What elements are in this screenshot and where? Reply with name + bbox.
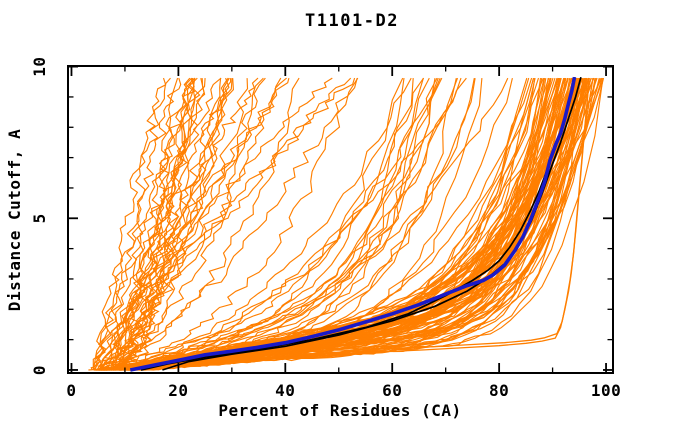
x-tick-label: 40 — [275, 381, 295, 400]
model-curve-steep-left-fan — [118, 77, 201, 371]
model-curve-steep-left-fan — [113, 78, 222, 371]
blue-model — [129, 76, 577, 372]
y-tick-label: 10 — [30, 56, 49, 76]
model-curve-steep-left-fan — [111, 77, 359, 371]
model-curve-steep-left-fan — [99, 77, 287, 371]
x-tick-label: 100 — [591, 381, 621, 400]
model-curve-steep-left-fan — [121, 78, 195, 371]
model-curve-steep-left-fan — [96, 77, 194, 371]
model-curve-steep-left-fan — [110, 77, 195, 371]
x-tick-label: 60 — [382, 381, 402, 400]
y-tick-label: 0 — [30, 365, 49, 375]
model-curve-steep-left-fan — [100, 77, 356, 371]
model-curve-steep-left-fan — [93, 77, 167, 371]
model-curve-mid-cluster — [118, 78, 414, 371]
axes-layer: 0 20 40 60 80 100 0 5 10 — [30, 56, 621, 400]
model-curve-main-bundle — [115, 77, 590, 371]
model-curve-main-bundle — [126, 77, 535, 371]
model-curve-steep-left-fan — [113, 77, 191, 371]
model-curve-main-bundle — [135, 77, 567, 371]
model-curves-layer — [88, 76, 605, 372]
outlier-model-2 — [344, 87, 590, 352]
x-tick-label: 20 — [168, 381, 188, 400]
model-curve-mid-cluster — [94, 77, 404, 371]
y-axis-label: Distance Cutoff, A — [5, 129, 24, 311]
model-curve-steep-left-fan — [90, 78, 249, 371]
model-curve-steep-left-fan — [109, 78, 232, 371]
model-curve-steep-left-fan — [112, 77, 266, 371]
y-tick-label: 5 — [30, 213, 49, 223]
model-curve-steep-left-fan — [99, 77, 358, 371]
model-curve-main-bundle — [105, 77, 544, 371]
model-curve-mid-cluster — [115, 77, 467, 371]
plot-title: T1101-D2 — [305, 11, 399, 31]
x-tick-label: 0 — [66, 381, 76, 400]
model-curve-steep-left-fan — [95, 77, 171, 371]
axis-frame — [67, 65, 614, 374]
x-tick-label: 80 — [489, 381, 509, 400]
model-curve-steep-left-fan — [98, 77, 352, 371]
model-curve-steep-left-fan — [94, 77, 182, 371]
model-curve-mid-cluster — [109, 77, 457, 371]
model-curve-steep-left-fan — [114, 78, 196, 371]
model-curve-steep-left-fan — [92, 77, 222, 371]
model-curve-mid-cluster — [115, 77, 412, 371]
x-axis-label: Percent of Residues (CA) — [218, 401, 461, 420]
